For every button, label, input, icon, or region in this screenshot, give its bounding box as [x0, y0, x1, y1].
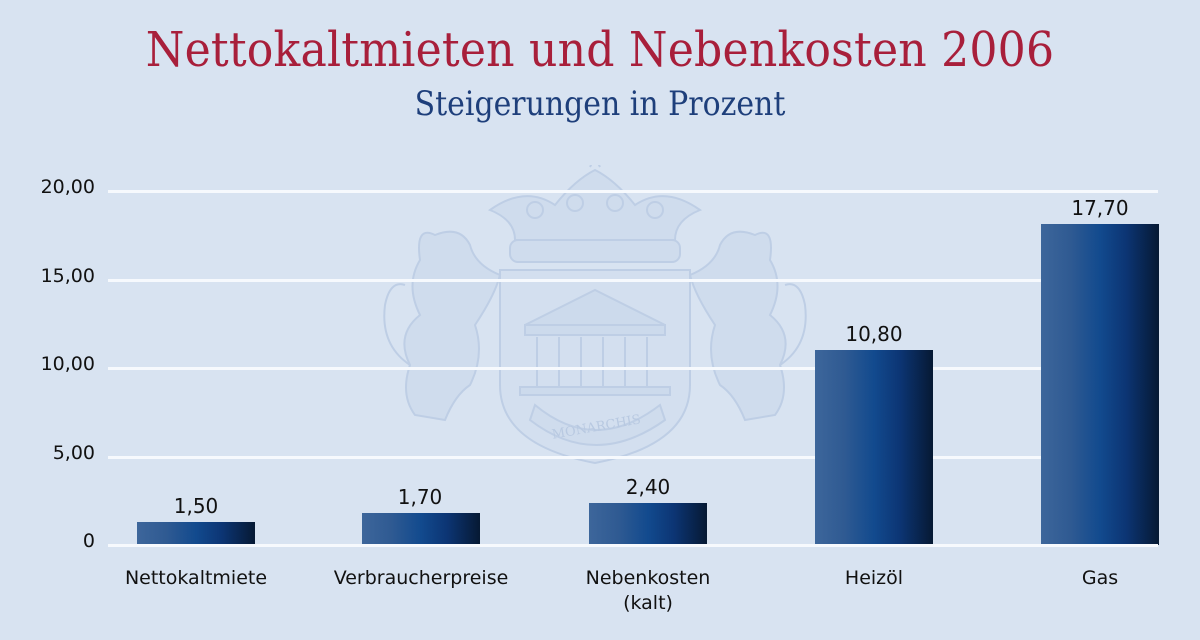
- x-category-label: Verbraucherpreise: [311, 566, 531, 591]
- gridline-15: [108, 279, 1158, 282]
- category-text: Nebenkosten: [585, 567, 711, 589]
- x-axis-baseline: [108, 544, 1158, 547]
- chart-subtitle: Steigerungen in Prozent: [414, 84, 786, 124]
- bar-value-label: 1,50: [173, 494, 219, 518]
- category-text: Heizöl: [844, 567, 904, 589]
- bar-value-label: 10,80: [845, 322, 903, 346]
- x-category-label: Nettokaltmiete: [86, 566, 306, 591]
- gridline-20: [108, 190, 1158, 193]
- category-text: Verbraucherpreise: [333, 567, 509, 589]
- bar-gas: [1041, 224, 1159, 545]
- gridline-10: [108, 367, 1158, 370]
- x-category-label: Nebenkosten (kalt): [538, 566, 758, 616]
- y-tick-label: 20,00: [40, 176, 95, 198]
- y-tick-label: 10,00: [40, 353, 95, 375]
- coat-of-arms-crest-icon: MONARCHIS: [383, 165, 807, 465]
- y-tick-label: 15,00: [40, 265, 95, 287]
- bar-value-label: 1,70: [397, 485, 443, 509]
- category-text: Nettokaltmiete: [124, 567, 268, 589]
- x-category-label: Heizöl: [764, 566, 984, 591]
- y-tick-label: 5,00: [52, 442, 95, 464]
- bar-value-label: 2,40: [625, 475, 671, 499]
- bar-value-label: 17,70: [1071, 196, 1129, 220]
- x-category-label: Gas: [990, 566, 1200, 591]
- bar-nettokaltmiete: [137, 522, 255, 545]
- category-text: Gas: [1081, 567, 1119, 589]
- gridline-5: [108, 456, 1158, 459]
- bar-heizoel: [815, 350, 933, 545]
- y-tick-label: 0: [82, 530, 95, 552]
- category-text-line2: (kalt): [623, 592, 673, 614]
- chart-title: Nettokaltmieten und Nebenkosten 2006: [145, 22, 1055, 78]
- bar-nebenkosten-kalt: [589, 503, 707, 545]
- bar-verbraucherpreise: [362, 513, 480, 545]
